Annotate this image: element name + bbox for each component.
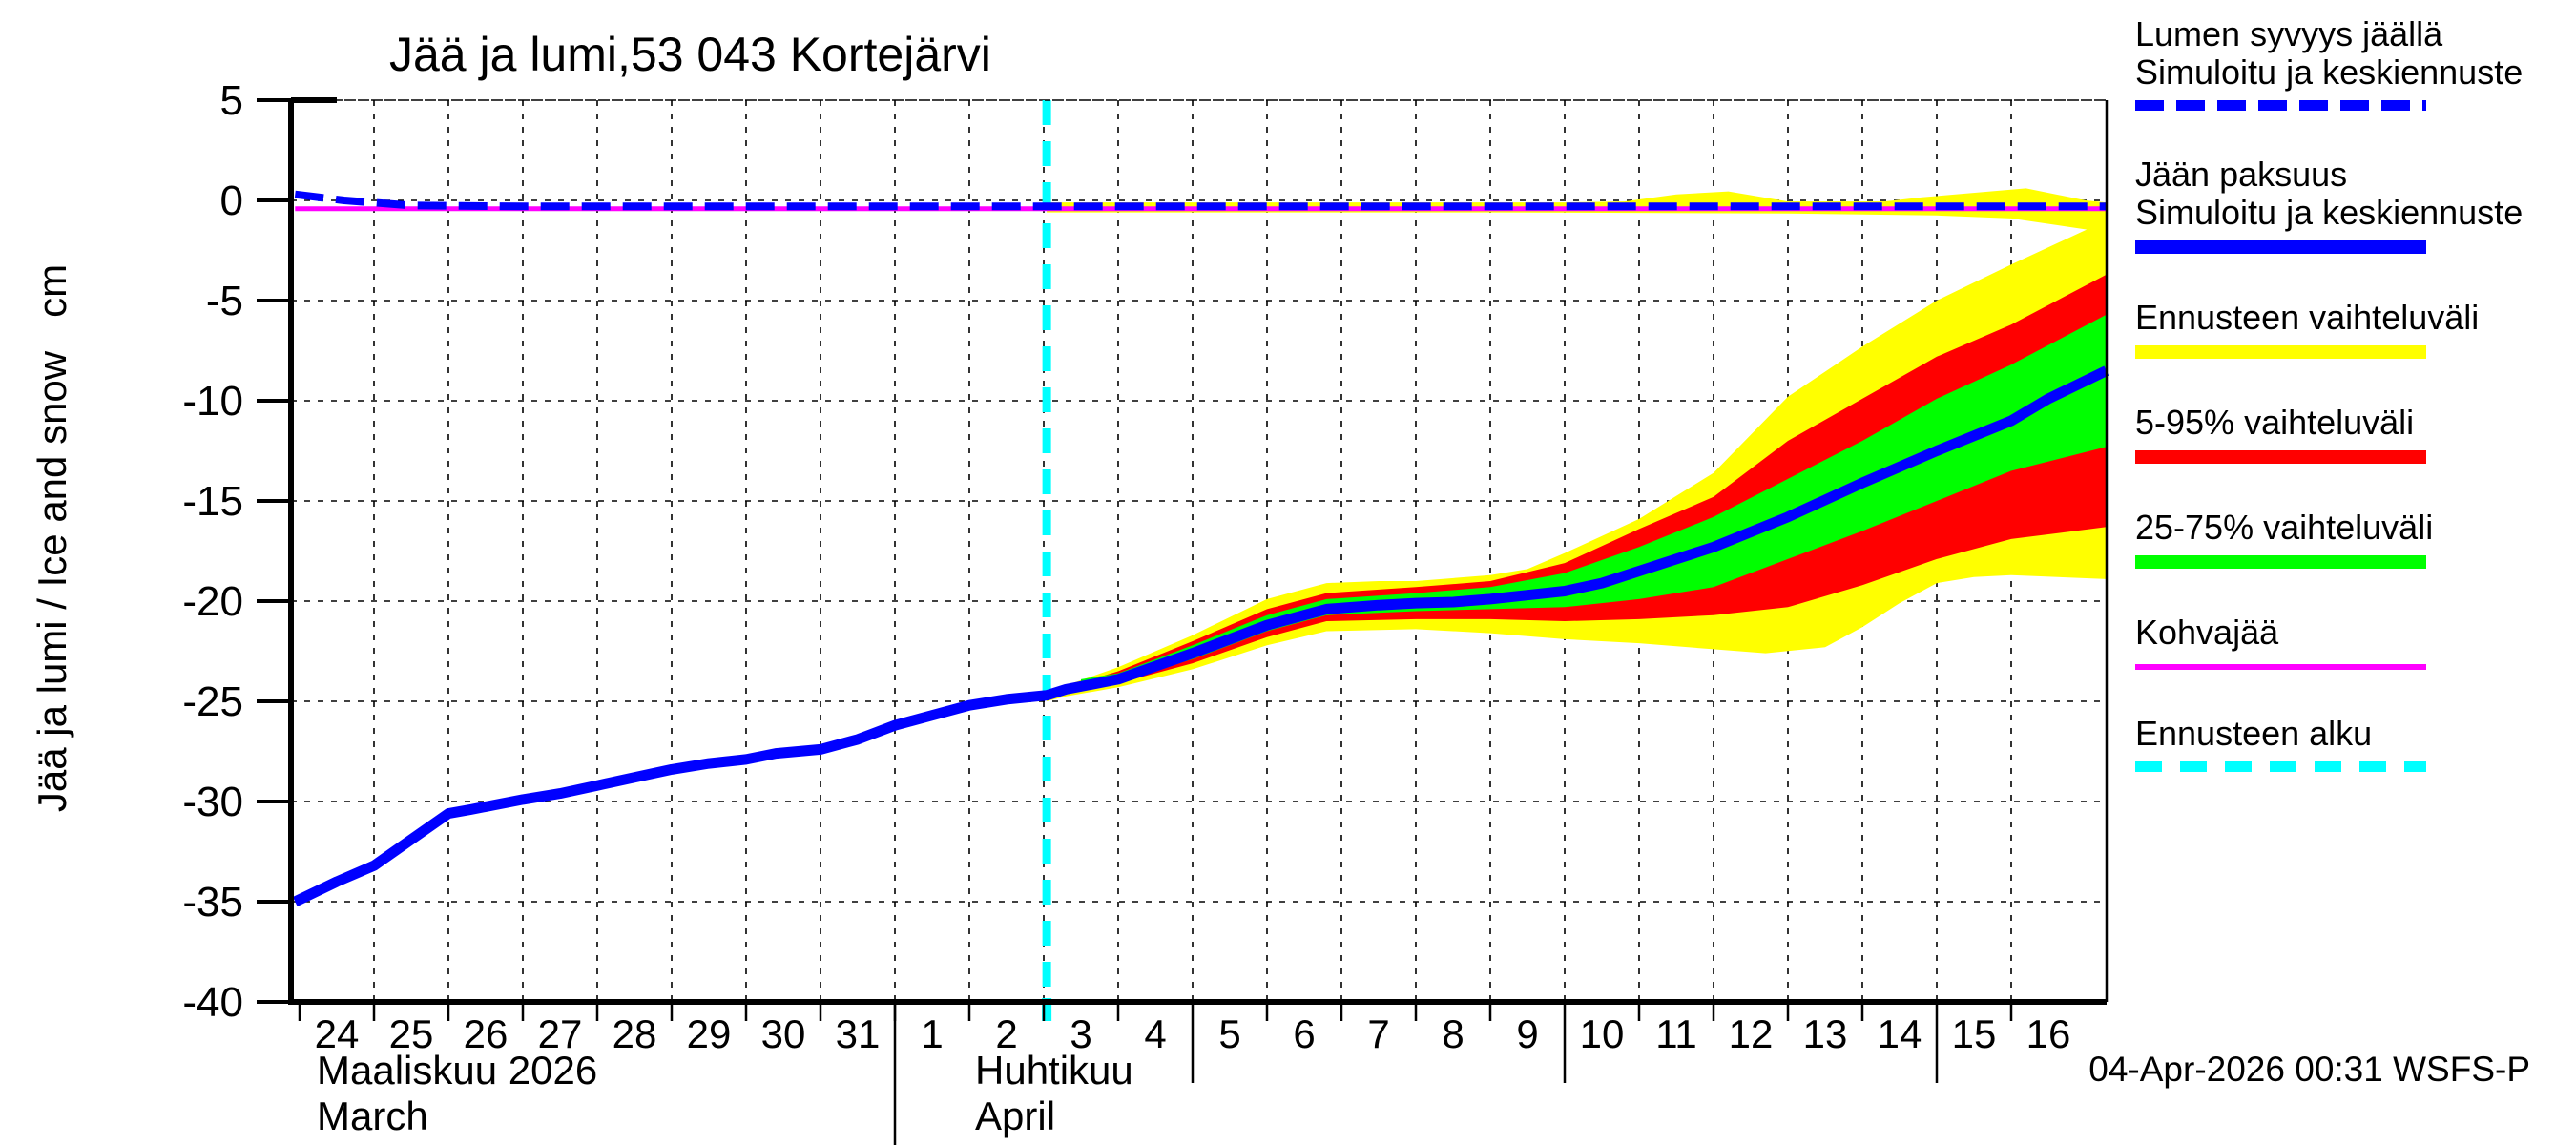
x-tick-label: 1 xyxy=(921,1011,943,1056)
y-tick-label: -25 xyxy=(182,678,243,725)
legend-entry-range-5-95: 5-95% vaihteluväli xyxy=(2135,404,2565,464)
solid-red-swatch xyxy=(2135,450,2426,464)
x-tick-label: 12 xyxy=(1729,1011,1774,1056)
x-tick-label: 11 xyxy=(1655,1011,1697,1056)
legend-label: Ennusteen alku xyxy=(2135,714,2373,753)
y-tick-label: -5 xyxy=(206,278,243,324)
dashed-cyan-swatch xyxy=(2135,761,2426,772)
y-tick-label: 0 xyxy=(220,177,243,224)
legend-label: Lumen syvyys jäällä xyxy=(2135,14,2443,53)
x-tick-label: 24 xyxy=(315,1011,360,1056)
legend-entry-forecast-start: Ennusteen alku xyxy=(2135,715,2565,772)
x-tick-label: 29 xyxy=(687,1011,732,1056)
legend-label: Ennusteen vaihteluväli xyxy=(2135,298,2480,337)
y-tick-label: -15 xyxy=(182,478,243,525)
forecast-start-axis-tick xyxy=(1042,998,1052,1021)
x-tick-label: 3 xyxy=(1070,1011,1091,1056)
legend-label: Simuloitu ja keskiennuste xyxy=(2135,193,2524,232)
legend-label: Kohvajää xyxy=(2135,613,2279,652)
x-tick-label: 13 xyxy=(1803,1011,1848,1056)
month-label-march-fi: Maaliskuu 2026 xyxy=(317,1048,598,1093)
y-tick-label: -40 xyxy=(182,979,243,1026)
month-label-april-fi: Huhtikuu xyxy=(975,1048,1133,1093)
solid-yellow-swatch xyxy=(2135,345,2426,359)
x-tick-label: 4 xyxy=(1144,1011,1166,1056)
legend-entry-ice-thickness: Jään paksuus Simuloitu ja keskiennuste xyxy=(2135,156,2565,254)
x-tick-label: 10 xyxy=(1580,1011,1625,1056)
y-tick-label: 5 xyxy=(220,77,243,124)
x-tick-label: 14 xyxy=(1878,1011,1922,1056)
y-tick-label: -30 xyxy=(182,779,243,825)
legend-label: Jään paksuus xyxy=(2135,155,2348,194)
legend-entry-range-25-75: 25-75% vaihteluväli xyxy=(2135,509,2565,569)
chart-title: Jää ja lumi,53 043 Kortejärvi xyxy=(389,28,991,81)
y-tick-label: -20 xyxy=(182,578,243,625)
dashed-blue-swatch xyxy=(2135,100,2426,111)
solid-blue-swatch xyxy=(2135,240,2426,254)
y-tick-label: -10 xyxy=(182,378,243,425)
x-tick-label: 31 xyxy=(836,1011,881,1056)
x-tick-label: 8 xyxy=(1442,1011,1464,1056)
x-tick-label: 27 xyxy=(538,1011,583,1056)
x-tick-label: 2 xyxy=(995,1011,1017,1056)
month-label-march-en: March xyxy=(317,1093,428,1138)
x-tick-label: 30 xyxy=(761,1011,806,1056)
snow-depth-simulated-line xyxy=(294,190,2107,211)
month-label-april-en: April xyxy=(975,1093,1056,1138)
x-tick-label: 15 xyxy=(1952,1011,1997,1056)
x-tick-label: 6 xyxy=(1293,1011,1315,1056)
timestamp: 04-Apr-2026 00:31 WSFS-P xyxy=(2088,1050,2530,1089)
solid-magenta-swatch xyxy=(2135,664,2426,670)
legend: Lumen syvyys jäällä Simuloitu ja keskienn… xyxy=(2135,15,2565,817)
legend-label: 5-95% vaihteluväli xyxy=(2135,403,2415,442)
x-tick-label: 5 xyxy=(1218,1011,1240,1056)
legend-entry-kohvajaa: Kohvajää xyxy=(2135,614,2565,670)
ice-thickness-simulated-line xyxy=(292,365,2109,906)
solid-green-swatch xyxy=(2135,555,2426,569)
legend-label: Simuloitu ja keskiennuste xyxy=(2135,52,2524,92)
legend-label: 25-75% vaihteluväli xyxy=(2135,508,2434,547)
legend-entry-snow-depth: Lumen syvyys jäällä Simuloitu ja keskienn… xyxy=(2135,15,2565,111)
x-tick-label: 7 xyxy=(1367,1011,1389,1056)
x-tick-label: 9 xyxy=(1516,1011,1538,1056)
x-tick-label: 26 xyxy=(464,1011,509,1056)
legend-entry-forecast-range: Ennusteen vaihteluväli xyxy=(2135,299,2565,359)
ice-range-25-75-band xyxy=(1081,314,2107,685)
y-tick-label: -35 xyxy=(182,879,243,926)
x-tick-label: 25 xyxy=(389,1011,434,1056)
x-tick-label: 16 xyxy=(2026,1011,2071,1056)
x-tick-label: 28 xyxy=(613,1011,657,1056)
